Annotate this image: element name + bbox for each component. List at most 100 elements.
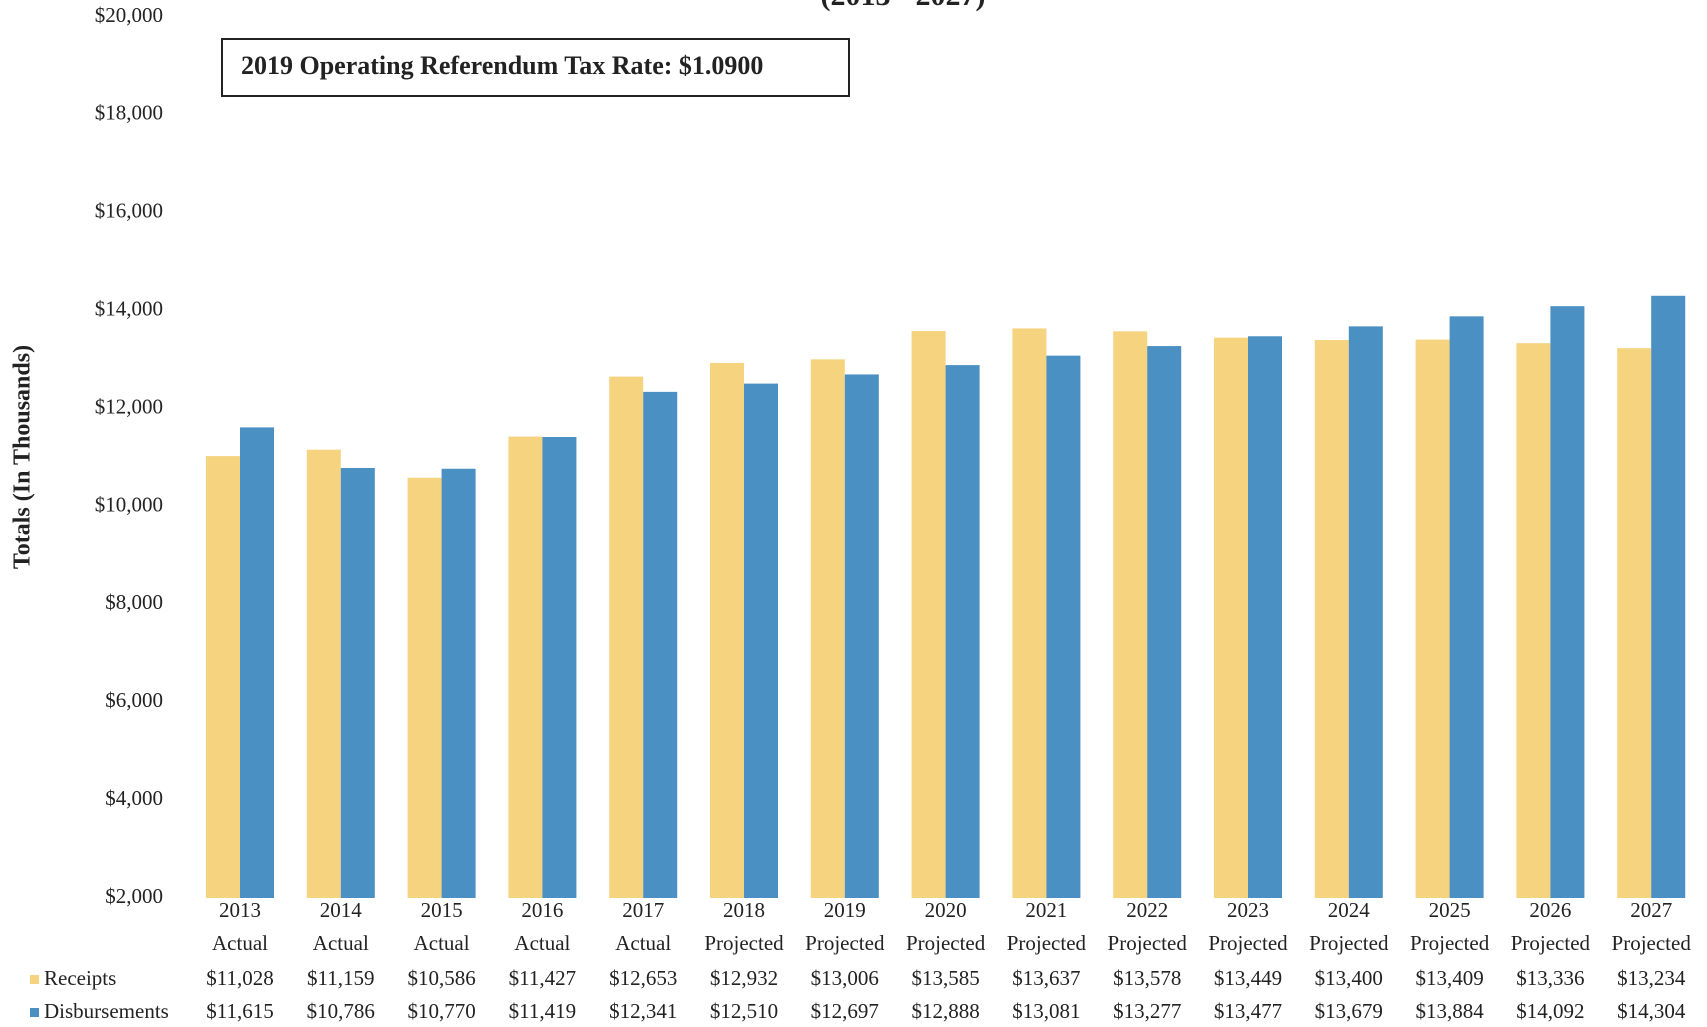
value-label: $12,653 — [609, 966, 677, 990]
bar — [1248, 336, 1282, 898]
x-tick-label: 2015 — [421, 898, 463, 922]
x-sublabel: Actual — [212, 931, 268, 955]
x-sublabel: Projected — [1410, 931, 1490, 955]
bar — [240, 427, 274, 898]
legend-swatch — [30, 1008, 39, 1017]
chart-title: (2013 - 2027) — [821, 0, 986, 12]
x-sublabel: Projected — [805, 931, 885, 955]
bar — [609, 376, 644, 898]
value-label: $13,409 — [1415, 966, 1483, 990]
x-tick-label: 2022 — [1126, 898, 1168, 922]
x-sublabel: Actual — [313, 931, 369, 955]
y-tick-label: $14,000 — [95, 296, 163, 320]
x-sublabel: Actual — [514, 931, 570, 955]
value-label: $13,449 — [1214, 966, 1282, 990]
x-tick-label: 2021 — [1025, 898, 1067, 922]
bar — [508, 436, 543, 898]
bar — [1046, 355, 1081, 898]
value-label: $13,081 — [1012, 999, 1080, 1023]
bar — [1651, 295, 1686, 898]
annotation-box — [221, 38, 850, 97]
x-tick-label: 2013 — [219, 898, 261, 922]
bar — [1113, 331, 1148, 898]
value-label: $13,679 — [1315, 999, 1383, 1023]
value-label: $10,786 — [307, 999, 375, 1023]
y-tick-label: $6,000 — [105, 688, 163, 712]
bar — [744, 383, 778, 899]
value-label: $11,427 — [509, 966, 576, 990]
value-label: $13,585 — [911, 966, 979, 990]
x-sublabel: Actual — [615, 931, 671, 955]
y-tick-label: $2,000 — [105, 884, 163, 908]
bar — [945, 365, 980, 898]
bar — [1348, 326, 1383, 899]
y-tick-label: $18,000 — [95, 101, 163, 125]
bar — [1550, 306, 1585, 898]
legend-label: Disbursements — [44, 999, 169, 1023]
value-label: $11,419 — [509, 999, 576, 1023]
value-label: $12,697 — [811, 999, 879, 1023]
bar — [844, 374, 879, 898]
value-label: $14,304 — [1617, 999, 1686, 1023]
bar — [1012, 328, 1047, 899]
bar — [810, 359, 845, 898]
value-label: $12,932 — [710, 966, 778, 990]
bar — [710, 362, 744, 898]
x-tick-label: 2026 — [1529, 898, 1571, 922]
bar — [340, 467, 375, 898]
x-sublabel: Projected — [1208, 931, 1288, 955]
x-tick-label: 2016 — [521, 898, 563, 922]
x-sublabel: Actual — [414, 931, 470, 955]
value-label: $13,637 — [1012, 966, 1080, 990]
value-label: $13,477 — [1214, 999, 1282, 1023]
x-sublabel: Projected — [1309, 931, 1389, 955]
y-tick-label: $4,000 — [105, 786, 163, 810]
value-label: $13,006 — [811, 966, 879, 990]
bar — [1449, 316, 1484, 898]
value-label: $10,770 — [407, 999, 475, 1023]
legend-label: Receipts — [44, 966, 116, 990]
y-tick-label: $20,000 — [95, 3, 163, 27]
x-tick-label: 2018 — [723, 898, 765, 922]
bar — [643, 391, 678, 898]
bar — [306, 449, 341, 898]
y-tick-label: $8,000 — [105, 590, 163, 614]
value-label: $14,092 — [1516, 999, 1584, 1023]
x-sublabel: Projected — [1007, 931, 1087, 955]
value-label: $10,586 — [407, 966, 475, 990]
value-label: $11,028 — [206, 966, 273, 990]
bar — [441, 468, 476, 898]
x-sublabel: Projected — [1511, 931, 1591, 955]
legend-swatch — [30, 975, 39, 984]
x-sublabel: Projected — [704, 931, 784, 955]
bar — [911, 330, 946, 898]
value-label: $12,341 — [609, 999, 677, 1023]
x-sublabel: Projected — [1612, 931, 1692, 955]
bar — [1617, 348, 1652, 899]
value-label: $12,510 — [710, 999, 778, 1023]
bar — [407, 477, 442, 898]
value-label: $13,277 — [1113, 999, 1181, 1023]
bar — [1214, 337, 1248, 899]
x-tick-label: 2025 — [1429, 898, 1471, 922]
value-label: $13,578 — [1113, 966, 1181, 990]
y-axis-label: Totals (In Thousands) — [10, 345, 36, 569]
x-sublabel: Projected — [1108, 931, 1188, 955]
x-tick-label: 2014 — [320, 898, 363, 922]
bar — [1516, 343, 1551, 898]
x-tick-label: 2027 — [1630, 898, 1672, 922]
bar — [1147, 346, 1182, 899]
bar — [1415, 339, 1450, 898]
bar — [206, 456, 240, 898]
value-label: $13,884 — [1415, 999, 1484, 1023]
annotation: 2019 Operating Referendum Tax Rate: $1.0… — [241, 51, 763, 80]
value-label: $11,159 — [307, 966, 374, 990]
value-label: $11,615 — [206, 999, 273, 1023]
x-tick-label: 2023 — [1227, 898, 1269, 922]
y-tick-label: $12,000 — [95, 394, 163, 418]
value-label: $13,336 — [1516, 966, 1584, 990]
x-tick-label: 2019 — [824, 898, 866, 922]
bar — [1314, 340, 1349, 898]
x-tick-label: 2020 — [925, 898, 967, 922]
